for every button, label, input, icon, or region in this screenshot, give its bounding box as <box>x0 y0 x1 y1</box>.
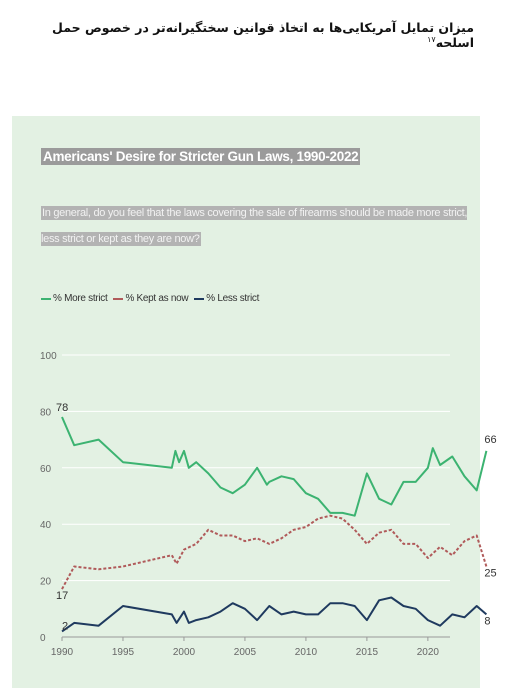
x-tick-label: 1990 <box>51 647 74 658</box>
chart-subtitle: In general, do you feel that the laws co… <box>41 200 481 252</box>
x-tick-label: 2020 <box>417 647 440 658</box>
legend-label-kept-as-now: % Kept as now <box>125 293 189 304</box>
data-label: 17 <box>56 590 68 602</box>
legend-swatch-kept-as-now <box>113 297 124 300</box>
x-tick-label: 2015 <box>356 647 379 658</box>
legend-swatch-less-strict <box>194 297 205 300</box>
series-line-more-strict <box>61 416 488 517</box>
legend-label-less-strict: % Less strict <box>206 293 260 304</box>
legend-item-less-strict: % Less strict <box>194 293 259 304</box>
legend-swatch-more-strict <box>41 297 51 300</box>
x-tick-label: 2005 <box>234 647 257 658</box>
data-label: 78 <box>56 402 68 414</box>
y-tick-label: 100 <box>40 351 57 362</box>
y-tick-label: 80 <box>40 407 52 418</box>
y-tick-label: 20 <box>40 577 52 588</box>
y-tick-label: 0 <box>40 633 46 644</box>
chart-title: Americans' Desire for Stricter Gun Laws,… <box>41 148 361 165</box>
data-label: 2 <box>62 620 68 632</box>
series-line-kept-as-now <box>61 514 488 590</box>
legend-label-more-strict: % More strict <box>53 293 108 304</box>
x-tick-label: 2010 <box>295 647 318 658</box>
y-tick-label: 60 <box>40 464 52 475</box>
x-tick-label: 1995 <box>112 647 135 658</box>
data-label: 25 <box>484 568 496 580</box>
document-heading: میزان تمایل آمریکایی‌ها به اتخاذ قوانین … <box>10 20 474 50</box>
series-line-less-strict <box>61 596 488 633</box>
data-label: 8 <box>484 615 490 627</box>
x-tick-label: 2000 <box>173 647 196 658</box>
footnote-marker: ۱۷ <box>427 35 436 44</box>
heading-text: میزان تمایل آمریکایی‌ها به اتخاذ قوانین … <box>52 20 474 51</box>
legend-item-more-strict: % More strict <box>41 293 108 304</box>
chart-legend: % More strict % Kept as now % Less stric… <box>41 293 259 304</box>
y-tick-label: 40 <box>40 520 52 531</box>
data-label: 66 <box>484 434 496 446</box>
legend-item-kept-as-now: % Kept as now <box>113 293 189 304</box>
